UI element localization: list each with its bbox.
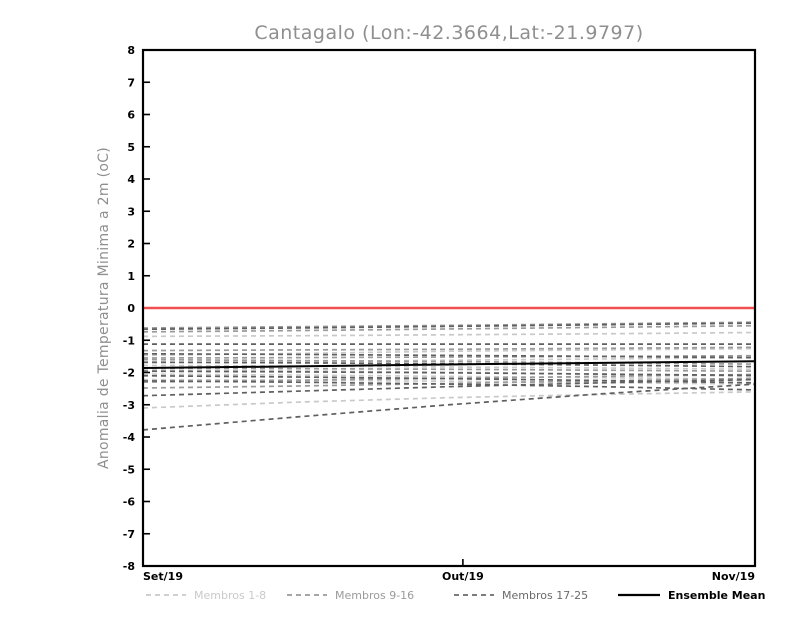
y-tick-label: 2 [127, 238, 135, 251]
plot-frame [141, 48, 757, 568]
ensemble-member-line [142, 391, 756, 409]
legend-label-4: Ensemble Mean [668, 589, 765, 602]
y-tick-label: -3 [123, 399, 135, 412]
ensemble-member-line [142, 331, 756, 338]
chart-title: Cantagalo (Lon:-42.3664,Lat:-21.9797) [254, 22, 643, 44]
x-tick-label: Set/19 [143, 570, 183, 583]
ensemble-member-line [142, 369, 756, 378]
y-axis-tick-labels: 8 7 6 5 4 3 2 1 0 -1 -2 -3 -4 -5 -6 -7 -8 [123, 44, 136, 573]
y-tick-label: -6 [123, 496, 136, 509]
y-tick-label: -7 [123, 528, 135, 541]
x-axis-tick-labels: Set/19 Out/19 Nov/19 [143, 570, 755, 583]
y-tick-label: 0 [127, 302, 135, 315]
ensemble-member-line [142, 322, 756, 331]
ensemble-member-line [142, 367, 756, 373]
ensemble-member-line [142, 380, 756, 391]
y-tick-label: -2 [123, 367, 135, 380]
y-tick-label: 8 [127, 44, 135, 57]
legend-label-3: Membros 17-25 [502, 589, 588, 602]
y-tick-label: -8 [123, 560, 135, 573]
ensemble-mean-line [142, 360, 756, 369]
y-tick-label: -4 [123, 431, 136, 444]
y-tick-label: 5 [127, 141, 135, 154]
ensemble-member-line [142, 346, 756, 352]
ensemble-member-line [142, 358, 756, 365]
ensemble-member-line [142, 370, 756, 377]
ensemble-member-line [142, 364, 756, 371]
ensemble-member-line [142, 374, 756, 384]
ensemble-member-line [142, 378, 756, 397]
ensemble-member-line [142, 378, 756, 385]
ensemble-member-line [142, 352, 756, 359]
y-axis-label: Anomalia de Temperatura Minima a 2m (oC) [96, 147, 112, 469]
x-tick-label: Nov/19 [712, 570, 755, 583]
chart-legend: Membros 1-8 Membros 9-16 Membros 17-25 Ense… [146, 589, 765, 602]
y-tick-label: 4 [127, 173, 135, 186]
ensemble-member-line [142, 321, 756, 329]
y-tick-label: -5 [123, 463, 135, 476]
x-tick-label: Out/19 [442, 570, 484, 583]
ensemble-series-layer [142, 321, 756, 431]
legend-label-2: Membros 9-16 [335, 589, 414, 602]
legend-label-1: Membros 1-8 [194, 589, 266, 602]
ensemble-member-line [142, 324, 756, 333]
ensemble-member-line [142, 354, 756, 359]
y-tick-label: 3 [127, 205, 135, 218]
ensemble-member-line [142, 373, 756, 381]
y-tick-label: 7 [127, 76, 135, 89]
y-tick-label: 1 [127, 270, 135, 283]
y-tick-label: 6 [127, 109, 135, 122]
y-tick-label: -1 [123, 334, 135, 347]
ensemble-member-line [142, 383, 756, 431]
